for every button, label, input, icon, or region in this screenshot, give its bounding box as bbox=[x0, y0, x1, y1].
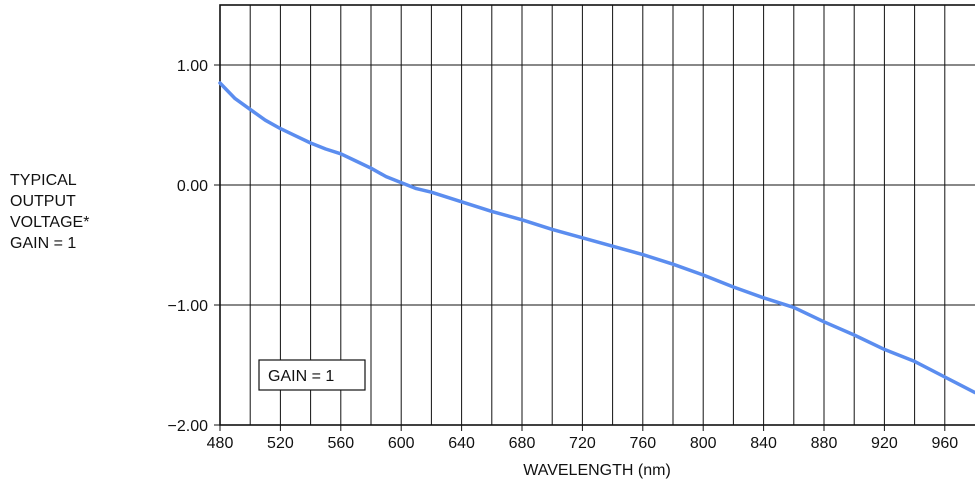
y-tick-label: 0.00 bbox=[177, 178, 208, 195]
x-tick-label: 920 bbox=[871, 435, 898, 452]
y-axis-title-line: OUTPUT bbox=[10, 193, 76, 210]
x-tick-label: 880 bbox=[811, 435, 838, 452]
x-tick-labels: 480 520 560 600 640 680 720 760 800 840 880 920 960 bbox=[207, 425, 958, 452]
x-tick-label: 840 bbox=[750, 435, 777, 452]
series-line bbox=[218, 81, 975, 395]
x-tick-label: 680 bbox=[509, 435, 536, 452]
y-axis-title-line: VOLTAGE* bbox=[10, 214, 90, 231]
y-tick-label: −2.00 bbox=[168, 418, 209, 435]
y-tick-labels: −2.00 −1.00 0.00 1.00 bbox=[168, 58, 220, 435]
x-tick-label: 480 bbox=[207, 435, 234, 452]
gain-annotation: GAIN = 1 bbox=[258, 359, 366, 391]
y-axis-title-line: GAIN = 1 bbox=[10, 235, 77, 252]
x-tick-label: 600 bbox=[388, 435, 415, 452]
y-axis-title: TYPICAL OUTPUT VOLTAGE* GAIN = 1 bbox=[10, 170, 89, 254]
y-tick-label: −1.00 bbox=[168, 298, 209, 315]
y-tick-label: 1.00 bbox=[177, 58, 208, 75]
x-tick-label: 720 bbox=[569, 435, 596, 452]
x-tick-label: 640 bbox=[448, 435, 475, 452]
y-axis-title-line: TYPICAL bbox=[10, 172, 77, 189]
vertical-grid bbox=[249, 5, 946, 425]
x-tick-label: 960 bbox=[931, 435, 958, 452]
gain-annotation-box bbox=[258, 359, 366, 391]
plot-frame bbox=[219, 4, 975, 426]
x-tick-label: 800 bbox=[690, 435, 717, 452]
x-tick-label: 520 bbox=[267, 435, 294, 452]
x-tick-label: 760 bbox=[629, 435, 656, 452]
horizontal-grid bbox=[220, 64, 975, 306]
gain-annotation-text: GAIN = 1 bbox=[268, 368, 334, 385]
series-layer bbox=[218, 81, 975, 395]
x-axis-title: WAVELENGTH (nm) bbox=[523, 462, 671, 479]
x-tick-label: 560 bbox=[327, 435, 354, 452]
